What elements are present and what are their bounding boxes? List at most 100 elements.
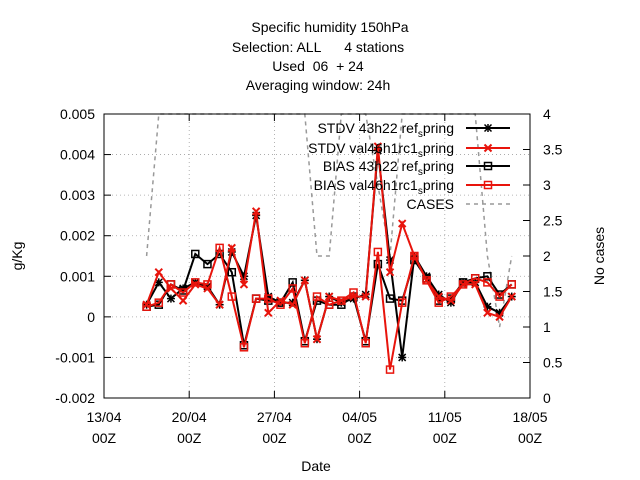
x-tick-label: 27/04 — [257, 409, 292, 425]
y2-tick-label: 0.5 — [543, 355, 563, 371]
legend-entry: BIAS val46h1rc1spring — [314, 177, 510, 197]
axes: 0.005 0.004 0.003 0.002 0.001 0 -0.001 -0.002 4 3… — [55, 106, 562, 446]
y2-tick-label: 1.5 — [543, 284, 563, 300]
legend-marker — [483, 180, 493, 190]
y-axis-label: g/Kg — [9, 242, 25, 271]
series-3 — [142, 243, 516, 374]
data-point — [495, 312, 504, 322]
legend-label: CASES — [407, 196, 454, 212]
data-point — [178, 288, 188, 297]
x-axis-label: Date — [301, 458, 331, 474]
series-line — [146, 244, 513, 370]
data-point — [324, 300, 334, 309]
marker-stroke — [142, 300, 151, 309]
legend-text: pring — [423, 120, 454, 136]
data-point — [239, 343, 249, 352]
legend-text: pring — [423, 177, 454, 193]
y-tick-label: 0 — [87, 309, 95, 325]
data-point — [276, 300, 285, 309]
marker-stroke — [215, 300, 224, 309]
data-point — [483, 308, 492, 318]
legend-text: s — [418, 129, 423, 140]
marker-stroke — [239, 280, 249, 289]
y-tick-label: 0.004 — [60, 147, 95, 163]
legend-label: BIAS val46h1rc1spring — [314, 177, 454, 197]
data-point — [446, 292, 456, 301]
y2-tick-label: 1 — [543, 319, 551, 335]
legend-marker — [483, 123, 493, 133]
marker-stroke — [251, 207, 261, 216]
x-tick-label: 11/05 — [428, 409, 462, 425]
legend-label: BIAS 43h22 refspring — [323, 158, 454, 178]
title-line-3: Used 06 + 24 — [272, 58, 364, 74]
y2-tick-label: 2 — [543, 248, 551, 264]
y-tick-label: 0.002 — [60, 228, 95, 244]
x-tick-label: 00Z — [262, 430, 287, 446]
marker-stroke — [361, 292, 370, 301]
title-line-2: Selection: ALL 4 stations — [232, 39, 404, 55]
legend-entry: STDV val46h1rc1spring — [308, 140, 510, 160]
x-tick-label: 00Z — [433, 430, 458, 446]
y2-tick-label: 3 — [543, 177, 551, 193]
marker-stroke — [495, 312, 504, 322]
data-point — [166, 294, 175, 303]
data-point — [227, 292, 237, 301]
legend-entry: CASES — [407, 196, 510, 212]
x-tick-label: 00Z — [518, 430, 543, 446]
legend-text: BIAS 43h22 ref — [323, 158, 418, 174]
marker-stroke — [373, 142, 383, 151]
x-tick-label: 20/04 — [172, 409, 207, 425]
y-tick-label: 0.005 — [60, 106, 95, 122]
legend-text: BIAS val46h1rc1 — [314, 177, 418, 193]
data-point — [227, 243, 237, 253]
x-tick-label: 18/05 — [512, 409, 547, 425]
data-point — [191, 249, 200, 259]
data-point — [154, 298, 164, 307]
legend-entry: STDV 43h22 refspring — [317, 120, 510, 140]
series-layer — [142, 113, 516, 374]
data-point — [166, 280, 176, 289]
data-point — [203, 280, 212, 289]
marker-stroke — [483, 308, 492, 318]
legend-marker — [483, 161, 493, 171]
data-point — [264, 308, 273, 318]
series-line — [145, 146, 513, 340]
data-point — [264, 294, 273, 303]
plot-frame — [103, 113, 531, 399]
marker-stroke — [300, 276, 310, 285]
title-line-4: Averaging window: 24h — [246, 77, 391, 93]
marker-stroke — [385, 268, 395, 277]
data-point — [385, 365, 395, 374]
legend-text: s — [418, 149, 423, 160]
marker-stroke — [154, 268, 163, 277]
data-point — [434, 298, 443, 307]
data-point — [495, 292, 504, 301]
y2-tick-label: 3.5 — [543, 142, 563, 158]
data-point — [397, 219, 407, 228]
data-point — [203, 259, 212, 269]
legend-text: pring — [423, 158, 454, 174]
x-tick-label: 00Z — [348, 430, 373, 446]
y2-tick-label: 0 — [543, 390, 551, 406]
marker-stroke — [483, 143, 493, 153]
data-point — [385, 294, 395, 303]
data-point — [361, 292, 370, 301]
data-point — [288, 284, 297, 293]
marker-stroke — [397, 219, 407, 228]
data-point — [410, 251, 419, 261]
y2-tick-label: 4 — [543, 106, 551, 122]
legend-text: STDV val46h1rc1 — [308, 140, 418, 156]
data-point — [507, 280, 516, 289]
data-point — [324, 292, 334, 301]
legend-entry: BIAS 43h22 refspring — [323, 158, 510, 178]
data-point — [470, 274, 480, 283]
data-point — [312, 334, 322, 344]
y2-axis-label: No cases — [591, 227, 607, 285]
data-point — [300, 276, 310, 285]
data-point — [215, 300, 224, 309]
legend-text: s — [418, 186, 423, 197]
data-point — [373, 247, 383, 257]
y-tick-label: -0.001 — [55, 349, 95, 365]
